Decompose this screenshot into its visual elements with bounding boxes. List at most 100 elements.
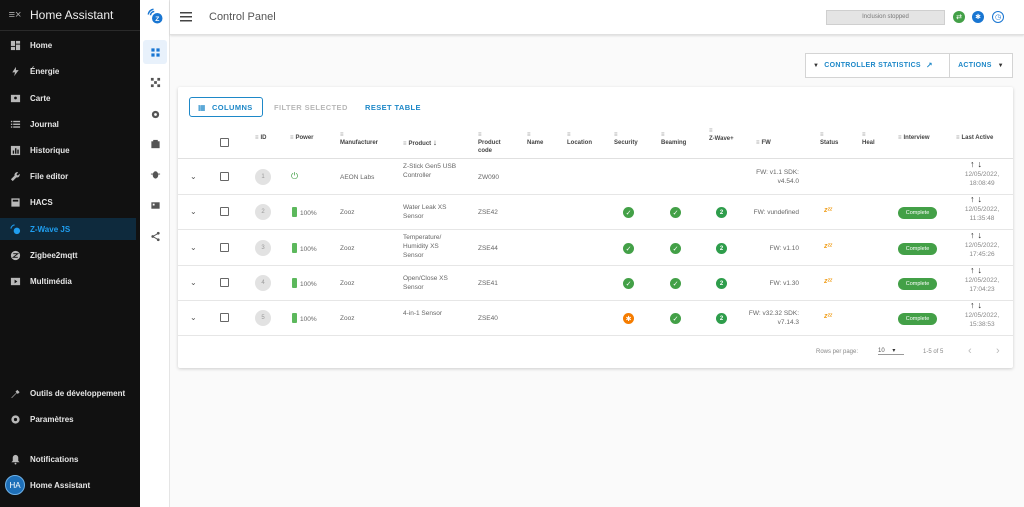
battery-icon: [292, 313, 297, 323]
actions-button[interactable]: ACTIONS ▼: [950, 54, 1012, 77]
table-row[interactable]: ⌄ 4 100% Zooz Open/Close XS Sensor ZSE41 ✓ ✓ 2 FW…: [178, 265, 1013, 301]
bell-icon: [0, 454, 30, 465]
settings-icon[interactable]: [143, 102, 167, 126]
sidebar-item-z-wave-js[interactable]: Z-Wave JS: [0, 218, 136, 240]
beaming-ok-icon: ✓: [670, 207, 681, 218]
expand-row-icon[interactable]: ⌄: [190, 172, 197, 181]
header-manufacturer[interactable]: ≡ Manufacturer: [340, 132, 379, 146]
expand-row-icon[interactable]: ⌄: [190, 207, 197, 216]
sidebar-item-journal[interactable]: Journal: [0, 113, 136, 135]
battery-icon: [292, 278, 297, 288]
chart-icon: [0, 145, 30, 156]
header-name[interactable]: ≡ Name: [527, 132, 544, 146]
manufacturer-cell: AEON Labs: [340, 174, 375, 181]
expand-row-icon[interactable]: ⌄: [190, 243, 197, 252]
sidebar-item-historique[interactable]: Historique: [0, 139, 136, 161]
reset-table-button[interactable]: RESET TABLE: [365, 102, 421, 112]
row-checkbox[interactable]: [220, 313, 229, 322]
caret-down-icon: ▼: [813, 62, 820, 69]
sidebar-item--nergie[interactable]: Énergie: [0, 60, 136, 82]
header-zwave-plus[interactable]: ≡ Z-Wave+: [709, 128, 734, 142]
header-power[interactable]: ≡ Power: [290, 135, 314, 141]
header-last-active[interactable]: ≡ Last Active: [956, 135, 994, 141]
expand-row-icon[interactable]: ⌄: [190, 278, 197, 287]
sidebar-item-home-assistant[interactable]: HA Home Assistant: [0, 474, 136, 496]
sidebar-item-label: Historique: [30, 145, 70, 155]
sidebar-item-zigbee2mqtt[interactable]: Zigbee2mqtt: [0, 244, 136, 266]
sidebar-collapse-icon[interactable]: ≡×: [8, 9, 22, 21]
sort-arrows-icon[interactable]: ↑↓: [970, 265, 985, 275]
sidebar-item-file-editor[interactable]: File editor: [0, 165, 136, 187]
debug-icon[interactable]: [143, 162, 167, 186]
product-cell: Open/Close XS Sensor: [403, 275, 448, 291]
table-row[interactable]: ⌄ 5 100% Zooz 4-in-1 Sensor ZSE40 ✱ ✓ 2 FW: v32.3…: [178, 300, 1013, 336]
sidebar-item-label: Carte: [30, 93, 51, 103]
header-location[interactable]: ≡ Location: [567, 132, 592, 146]
sidebar-item-outils-de-d-veloppement[interactable]: Outils de développement: [0, 382, 136, 404]
header-interview[interactable]: ≡ Interview: [898, 135, 930, 141]
zwave-status-icon[interactable]: ✱: [972, 11, 984, 23]
power-value: 100%: [300, 210, 317, 217]
sidebar-item-param-tres[interactable]: Paramètres: [0, 408, 136, 430]
share-icon[interactable]: [143, 224, 167, 248]
header-beaming[interactable]: ≡ Beaming: [661, 132, 687, 146]
table-row[interactable]: ⌄ 2 100% Zooz Water Leak XS Sensor ZSE42 ✓ ✓ 2 FW…: [178, 194, 1013, 230]
header-product[interactable]: ≡ Product ↓: [403, 138, 437, 148]
power-value: 100%: [300, 246, 317, 253]
header-security[interactable]: ≡ Security: [614, 132, 638, 146]
asleep-icon: zᶻᶻ: [824, 243, 833, 250]
scenes-icon[interactable]: [143, 132, 167, 156]
network-graph-icon[interactable]: [143, 70, 167, 94]
controller-statistics-button[interactable]: ▼ CONTROLLER STATISTICS ↗: [806, 54, 950, 77]
store-icon[interactable]: [143, 193, 167, 217]
beaming-ok-icon: ✓: [670, 243, 681, 254]
rows-per-page-select[interactable]: 10 ▾: [878, 347, 904, 355]
node-id-badge: 5: [255, 310, 271, 326]
asleep-icon: zᶻᶻ: [824, 278, 833, 285]
row-checkbox[interactable]: [220, 243, 229, 252]
sort-arrows-icon[interactable]: ↑↓: [970, 194, 985, 204]
manufacturer-cell: Zooz: [340, 245, 355, 252]
sidebar-item-home[interactable]: Home: [0, 34, 136, 56]
product-code-cell: ZSE41: [478, 280, 498, 287]
interview-status-badge: Complete: [898, 278, 937, 290]
row-checkbox[interactable]: [220, 207, 229, 216]
sidebar-item-label: File editor: [30, 171, 69, 181]
table-header: ≡ ID ≡ Power ≡ Manufacturer ≡ Product ↓ ≡ Pro…: [178, 127, 1013, 159]
sidebar-item-notifications[interactable]: Notifications: [0, 448, 136, 470]
zwave-rail: Z: [140, 0, 170, 507]
interview-status-badge: Complete: [898, 207, 937, 219]
control-panel-nav-icon[interactable]: [143, 40, 167, 64]
connected-icon[interactable]: ⇄: [953, 11, 965, 23]
table-row[interactable]: ⌄ 1 ⏻ AEON Labs Z-Stick Gen5 USB Controller Z…: [178, 159, 1013, 195]
header-status[interactable]: ≡ Status: [820, 132, 839, 146]
product-code-cell: ZSE40: [478, 315, 498, 322]
sidebar-item-label: Journal: [30, 119, 59, 129]
header-product-code[interactable]: ≡ Product code: [478, 132, 501, 154]
row-checkbox[interactable]: [220, 278, 229, 287]
header-id[interactable]: ≡ ID: [255, 135, 267, 141]
header-heal[interactable]: ≡ Heal: [862, 132, 875, 146]
sidebar-item-hacs[interactable]: HACS: [0, 191, 136, 213]
table-row[interactable]: ⌄ 3 100% Zooz Temperature/ Humidity XS Senso…: [178, 230, 1013, 266]
columns-button[interactable]: ▦ COLUMNS: [189, 97, 263, 117]
sort-arrows-icon[interactable]: ↑↓: [970, 230, 985, 240]
expand-row-icon[interactable]: ⌄: [190, 313, 197, 322]
header-fw[interactable]: ≡ FW: [756, 140, 771, 146]
previous-page-icon[interactable]: ‹: [968, 345, 972, 357]
next-page-icon[interactable]: ›: [996, 345, 1000, 357]
sidebar-item-carte[interactable]: Carte: [0, 87, 136, 109]
row-checkbox[interactable]: [220, 172, 229, 181]
zwave-plus-badge: 2: [716, 243, 727, 254]
menu-icon[interactable]: [180, 11, 192, 23]
select-all-checkbox[interactable]: [220, 138, 229, 147]
sort-arrows-icon[interactable]: ↑↓: [970, 300, 985, 310]
filter-selected-button[interactable]: FILTER SELECTED: [274, 102, 348, 112]
sort-arrows-icon[interactable]: ↑↓: [970, 159, 985, 169]
manufacturer-cell: Zooz: [340, 209, 355, 216]
security-ok-icon: ✓: [623, 243, 634, 254]
sidebar-item-multim-dia[interactable]: Multimédia: [0, 270, 136, 292]
node-id-badge: 3: [255, 240, 271, 256]
history-icon[interactable]: ◷: [992, 11, 1004, 23]
